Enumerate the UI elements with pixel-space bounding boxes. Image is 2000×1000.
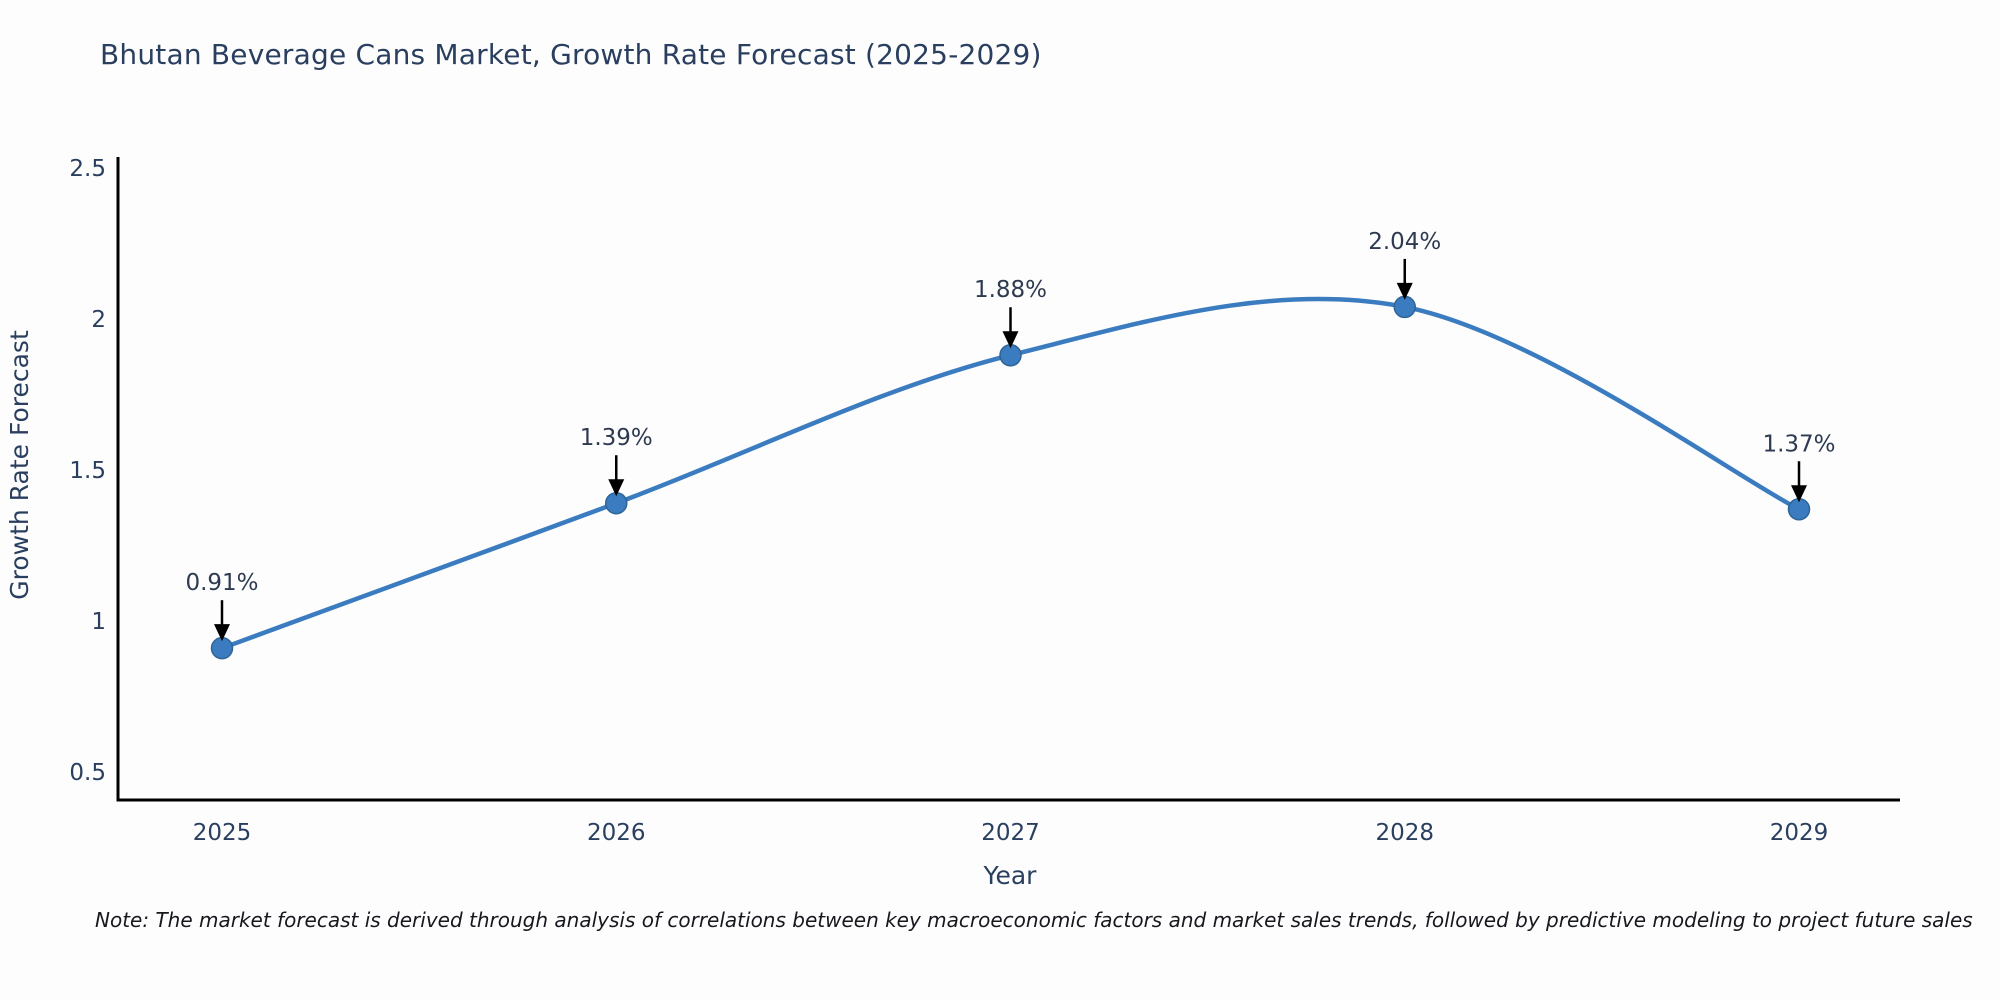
annotation-arrow-head: [1396, 282, 1413, 300]
data-point-label: 2.04%: [1368, 229, 1441, 255]
x-tick-label: 2025: [193, 820, 252, 846]
chart-title: Bhutan Beverage Cans Market, Growth Rate…: [100, 38, 1042, 71]
y-tick-label: 2.5: [69, 156, 106, 182]
annotation-arrow-head: [608, 479, 625, 497]
x-tick-label: 2026: [587, 820, 646, 846]
annotation-arrow-head: [1002, 331, 1019, 349]
y-axis-title: Growth Rate Forecast: [5, 330, 34, 600]
x-axis-title: Year: [983, 861, 1038, 890]
data-point-label: 1.37%: [1762, 431, 1835, 457]
x-tick-label: 2029: [1770, 820, 1829, 846]
data-point-label: 0.91%: [185, 570, 258, 596]
annotation-arrow-head: [1791, 485, 1807, 503]
data-point-label: 1.88%: [974, 277, 1047, 303]
y-tick-label: 0.5: [69, 760, 106, 786]
annotation-arrow-head: [214, 624, 230, 642]
y-tick-label: 2: [91, 307, 106, 333]
data-point-label: 1.39%: [580, 425, 653, 451]
y-tick-label: 1: [91, 609, 106, 635]
x-tick-label: 2028: [1375, 820, 1434, 846]
y-tick-label: 1.5: [69, 458, 106, 484]
x-tick-label: 2027: [981, 820, 1040, 846]
chart-footnote: Note: The market forecast is derived thr…: [95, 908, 1973, 932]
